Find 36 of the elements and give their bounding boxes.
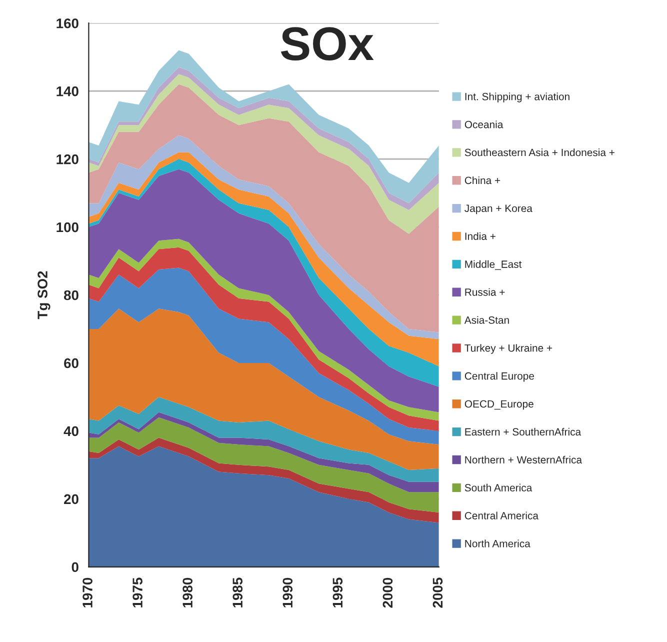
y-tick-label: 160: [56, 18, 78, 28]
legend-label: South America: [464, 484, 532, 492]
legend-label: Turkey + Ukraine +: [464, 344, 552, 354]
y-tick-label: 60: [64, 358, 78, 368]
x-tick-label: 1985: [232, 578, 243, 608]
y-tick-label: 100: [56, 222, 78, 232]
x-tick-label: 2000: [382, 578, 393, 608]
legend-label: Int. Shipping + aviation: [465, 92, 570, 102]
x-tick-label: 1975: [132, 578, 142, 608]
legend-label: Japan + Korea: [464, 204, 532, 214]
chart-title: SOx: [280, 27, 374, 61]
y-tick-label: 140: [56, 86, 78, 96]
x-tick-label: 2005: [432, 578, 443, 608]
x-tick-label: 1995: [332, 578, 343, 608]
legend-label: China +: [464, 176, 500, 184]
y-tick-label: 0: [72, 562, 78, 572]
x-tick-label: 1980: [182, 578, 192, 608]
legend-label: Middle_East: [465, 260, 522, 270]
legend-label: Asia-Stan: [464, 316, 509, 324]
legend-label: Northern + WesternAfrica: [465, 456, 582, 464]
x-tick-label: 1970: [82, 578, 92, 608]
legend-label: Central Europe: [464, 372, 534, 382]
legend-label: North America: [465, 540, 530, 548]
y-tick-label: 80: [64, 290, 78, 300]
y-axis-title: Tg SO2: [38, 271, 50, 320]
y-tick-label: 40: [64, 426, 78, 436]
y-tick-label: 20: [64, 494, 78, 504]
legend-label: Oceania: [464, 120, 504, 128]
legend-label: Russia +: [465, 288, 505, 296]
legend-label: Central America: [464, 512, 538, 520]
legend-label: OECD_Europe: [464, 400, 534, 410]
y-tick-label: 120: [56, 154, 78, 164]
legend-label: Eastern + SouthernAfrica: [465, 428, 582, 436]
legend-label: Southeastern Asia + Indonesia +: [464, 148, 614, 156]
legend-label: India +: [465, 232, 496, 240]
x-tick-label: 1990: [282, 578, 293, 608]
